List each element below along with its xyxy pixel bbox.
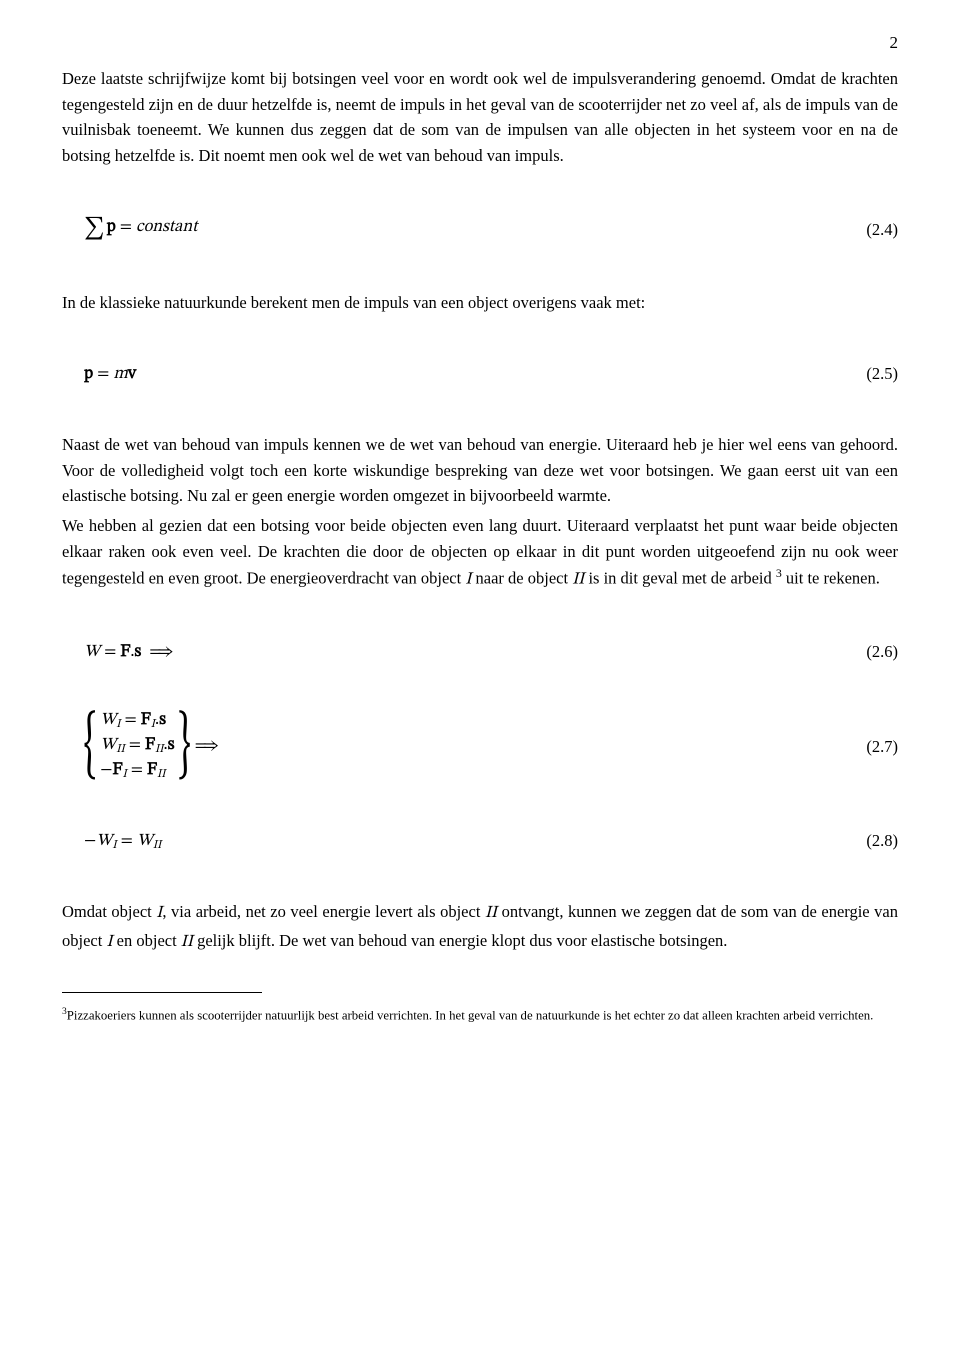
vector-F: F [145, 737, 155, 754]
equals: = [127, 762, 147, 779]
equation-2-7: { WI=FI.s WII=FII.s −FI=FII } =⇒ (2.7) [62, 710, 898, 783]
paragraph-4: We hebben al gezien dat een botsing voor… [62, 513, 898, 594]
text-fragment: naar de object [471, 569, 572, 588]
document-page: 2 Deze laatste schrijfwijze komt bij bot… [0, 0, 960, 1349]
paragraph-5: Omdat object I, via arbeid, net zo veel … [62, 899, 898, 956]
minus: − [100, 762, 112, 779]
implies-arrow: =⇒ [145, 644, 174, 661]
subscript-II: II [155, 743, 164, 755]
equation-number: (2.6) [856, 639, 898, 665]
paragraph-2: In de klassieke natuurkunde berekent men… [62, 290, 898, 316]
subscript-I: I [116, 718, 120, 730]
subscript-II: II [153, 839, 162, 851]
object-II: II [485, 905, 497, 922]
scalar-W: W [137, 833, 153, 850]
right-brace: } [178, 713, 191, 780]
vector-F: F [141, 712, 151, 729]
equals: = [100, 644, 120, 661]
vector-p: p [84, 366, 93, 383]
equation-number: (2.7) [856, 734, 898, 760]
vector-F: F [147, 762, 157, 779]
text-fragment: gelijk blijft. De wet van behoud van ene… [193, 931, 727, 950]
equation-number: (2.8) [856, 828, 898, 854]
rhs-constant: constant [136, 219, 198, 236]
equation-number: (2.4) [856, 217, 898, 243]
equation-2-8: −WI=WII (2.8) [62, 827, 898, 855]
text-fragment: uit te rekenen. [782, 569, 880, 588]
paragraph-3: Naast de wet van behoud van impuls kenne… [62, 432, 898, 509]
object-II: II [572, 572, 584, 589]
equation-2-5: p=mv (2.5) [62, 360, 898, 388]
footnote-text: Pizzakoeriers kunnen als scooterrijder n… [67, 1008, 874, 1022]
equals: = [125, 737, 145, 754]
equation-number: (2.5) [856, 361, 898, 387]
brace-line-3: −FI=FII [100, 760, 174, 783]
brace-line-2: WII=FII.s [100, 735, 174, 758]
scalar-W: W [100, 712, 116, 729]
scalar-W: W [84, 644, 100, 661]
equation-2-6: W=F.s =⇒ (2.6) [62, 638, 898, 666]
page-number: 2 [890, 30, 899, 56]
vector-s: s [168, 737, 175, 754]
brace-system: WI=FI.s WII=FII.s −FI=FII [96, 710, 178, 783]
text-fragment: Omdat object [62, 902, 156, 921]
subscript-I: I [112, 839, 116, 851]
subscript-II: II [116, 743, 125, 755]
footnote-rule [62, 992, 262, 993]
brace-line-1: WI=FI.s [100, 710, 174, 733]
text-fragment: is in dit geval met de arbeid [584, 569, 776, 588]
minus: − [84, 833, 96, 850]
footnote-3: 3Pizzakoeriers kunnen als scooterrijder … [62, 1006, 898, 1025]
equals: = [121, 712, 141, 729]
vector-F: F [112, 762, 122, 779]
vector-v: v [128, 366, 136, 383]
paragraph-1: Deze laatste schrijfwijze komt bij botsi… [62, 66, 898, 168]
equation-2-4: ∑p=constant (2.4) [62, 212, 898, 246]
scalar-W: W [100, 737, 116, 754]
object-II: II [181, 934, 193, 951]
text-fragment: en object [113, 931, 181, 950]
implies-arrow: =⇒ [191, 738, 220, 755]
subscript-II: II [157, 768, 166, 780]
vector-s: s [134, 644, 141, 661]
equals: = [116, 219, 136, 236]
scalar-m: m [113, 366, 127, 383]
vector-p: p [107, 219, 116, 236]
vector-s: s [159, 712, 166, 729]
left-brace: { [83, 713, 96, 780]
vector-F: F [120, 644, 130, 661]
sum-symbol: ∑ [84, 218, 107, 240]
text-fragment: , via arbeid, net zo veel energie levert… [162, 902, 485, 921]
equals: = [117, 833, 137, 850]
scalar-W: W [96, 833, 112, 850]
equals: = [93, 366, 113, 383]
